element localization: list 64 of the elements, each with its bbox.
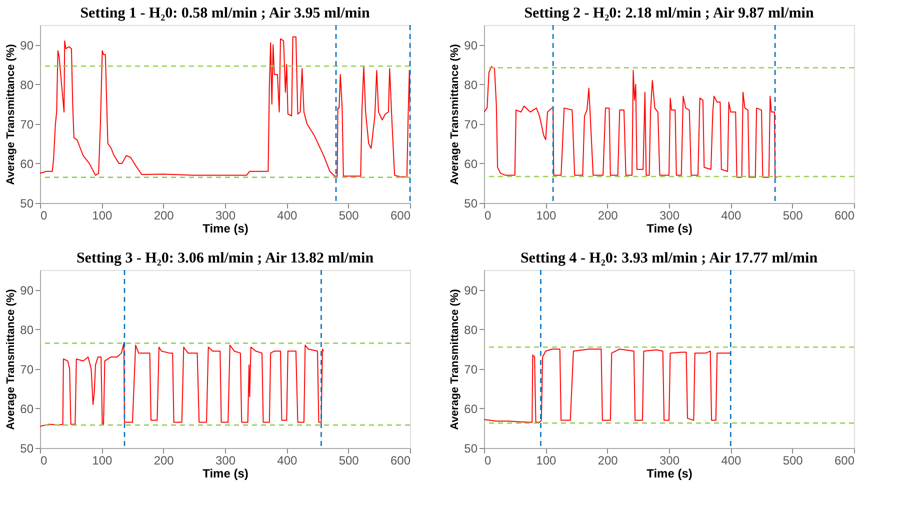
y-tick-label: 70 bbox=[464, 362, 478, 376]
chart-title: Setting 1 - H₂0: 0.58 ml/min ; Air 3.95 ml/min bbox=[80, 5, 370, 22]
y-tick-label: 80 bbox=[464, 322, 478, 337]
y-tick-label: 60 bbox=[464, 156, 478, 171]
x-tick-label: 400 bbox=[721, 208, 742, 222]
x-tick-label: 0 bbox=[40, 454, 48, 468]
x-tick-label: 200 bbox=[598, 454, 618, 468]
x-tick-label: 0 bbox=[484, 454, 492, 468]
x-tick-label: 0 bbox=[484, 208, 492, 222]
y-tick-label: 70 bbox=[20, 362, 34, 376]
y-tick-label: 60 bbox=[20, 402, 34, 416]
x-tick-label: 0 bbox=[40, 208, 48, 222]
x-axis-title: Time (s) bbox=[202, 222, 248, 236]
y-tick-label: 50 bbox=[464, 442, 478, 456]
y-tick-label: 90 bbox=[464, 38, 478, 52]
x-tick-label: 500 bbox=[782, 454, 804, 468]
x-tick-label: 500 bbox=[782, 208, 804, 222]
y-tick-label: 70 bbox=[464, 117, 478, 132]
x-tick-label: 300 bbox=[659, 454, 680, 468]
x-tick-label: 300 bbox=[659, 208, 680, 222]
x-tick-label: 500 bbox=[338, 454, 360, 468]
x-tick-label: 400 bbox=[277, 454, 298, 468]
y-tick-label: 90 bbox=[464, 283, 478, 298]
chart-title: Setting 3 - H₂0: 3.06 ml/min ; Air 13.82 ml/min bbox=[76, 250, 374, 266]
x-tick-label: 500 bbox=[338, 208, 360, 222]
y-tick-label: 60 bbox=[464, 402, 478, 416]
line-series bbox=[484, 66, 778, 178]
y-tick-label: 80 bbox=[20, 78, 34, 92]
y-tick-label: 60 bbox=[20, 156, 34, 171]
line-series bbox=[484, 348, 732, 423]
x-tick-label: 300 bbox=[215, 208, 236, 222]
y-tick-label: 90 bbox=[20, 283, 34, 298]
x-tick-label: 100 bbox=[92, 454, 112, 468]
y-tick-label: 80 bbox=[464, 78, 478, 92]
chart-title: Setting 2 - H₂0: 2.18 ml/min ; Air 9.87 ml/min bbox=[524, 5, 814, 22]
x-tick-label: 200 bbox=[598, 208, 618, 222]
x-tick-label: 600 bbox=[390, 208, 411, 222]
y-axis-title: Average Transmittance (%) bbox=[5, 44, 18, 185]
y-tick-label: 90 bbox=[20, 38, 34, 52]
x-axis-title: Time (s) bbox=[646, 466, 692, 480]
y-axis-title: Average Transmittance (%) bbox=[5, 288, 18, 430]
x-tick-label: 400 bbox=[277, 208, 298, 222]
x-axis-title: Time (s) bbox=[646, 222, 692, 236]
y-tick-label: 70 bbox=[20, 117, 34, 132]
y-axis-title: Average Transmittance (%) bbox=[449, 288, 462, 430]
x-tick-label: 100 bbox=[536, 454, 556, 468]
y-axis-title: Average Transmittance (%) bbox=[449, 44, 462, 185]
x-tick-label: 200 bbox=[154, 454, 174, 468]
chart-title: Setting 4 - H₂0: 3.93 ml/min ; Air 17.77 ml/min bbox=[520, 250, 818, 266]
x-tick-label: 100 bbox=[536, 208, 556, 222]
y-tick-label: 50 bbox=[464, 196, 478, 210]
line-series bbox=[40, 36, 410, 178]
x-tick-label: 300 bbox=[215, 454, 236, 468]
x-axis-title: Time (s) bbox=[202, 466, 248, 480]
x-tick-label: 100 bbox=[92, 208, 112, 222]
x-tick-label: 600 bbox=[834, 208, 855, 222]
y-tick-label: 50 bbox=[20, 196, 34, 210]
y-tick-label: 50 bbox=[20, 442, 34, 456]
y-tick-label: 80 bbox=[20, 322, 34, 337]
line-series bbox=[40, 342, 324, 427]
x-tick-label: 200 bbox=[154, 208, 174, 222]
x-tick-label: 600 bbox=[390, 454, 411, 468]
x-tick-label: 600 bbox=[834, 454, 855, 468]
x-tick-label: 400 bbox=[721, 454, 742, 468]
